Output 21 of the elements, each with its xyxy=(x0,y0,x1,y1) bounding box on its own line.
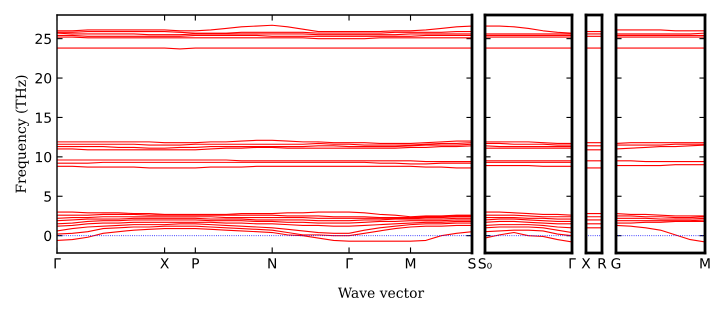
x-tick-label: N xyxy=(268,258,276,268)
y-tick-label: 10 xyxy=(36,152,52,162)
y-tick-label: 5 xyxy=(44,191,51,202)
y-tick-label: 20 xyxy=(35,73,52,84)
x-tick-label: S xyxy=(468,258,476,269)
x-axis-title: Wave vector xyxy=(338,288,424,298)
y-tick-label: 25 xyxy=(35,34,51,44)
x-tick-label: M xyxy=(700,258,710,268)
y-axis-title: Frequency (THz) xyxy=(15,76,29,193)
x-tick-label: M xyxy=(406,258,416,268)
y-tick-label: 0 xyxy=(44,230,52,242)
x-tick-label: G xyxy=(611,258,620,269)
x-tick-label: R xyxy=(598,258,606,268)
y-tick-label: 15 xyxy=(36,112,51,123)
x-tick-label: X xyxy=(582,258,590,268)
x-tick-label: Γ xyxy=(569,258,576,268)
x-tick-label: Γ xyxy=(346,258,353,268)
x-tick-label: X xyxy=(160,258,169,268)
x-tick-label: Γ xyxy=(54,258,61,268)
x-tick-label: P xyxy=(192,258,200,268)
x-tick-label: S₀ xyxy=(478,258,492,269)
